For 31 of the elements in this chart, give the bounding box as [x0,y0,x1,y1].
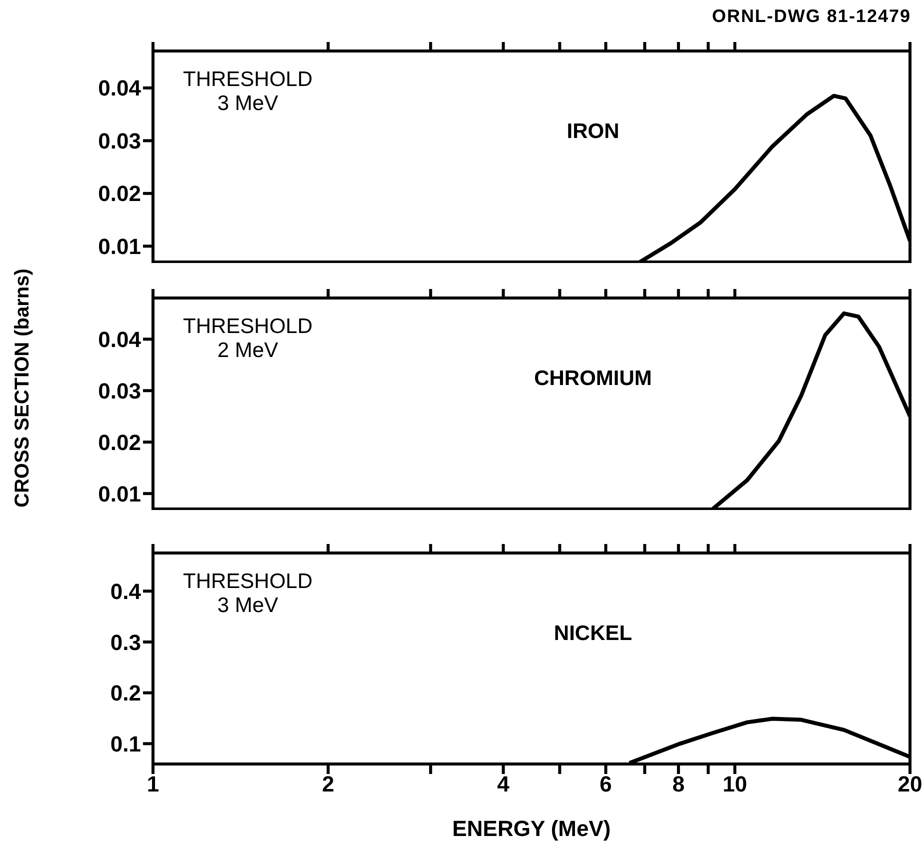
annotation: IRON [566,120,620,144]
annotation: CHROMIUM [533,367,653,391]
y-tick-label: 0.02 [98,181,141,206]
x-tick-label: 6 [600,772,612,797]
y-tick-label: 0.03 [98,378,141,404]
y-tick-label: 0.04 [98,76,142,101]
annotation: NICKEL [552,622,634,646]
y-tick-label: 0.4 [110,578,142,604]
annotation: THRESHOLD [183,68,313,92]
x-tick-label: 1 [146,772,160,797]
y-tick-label: 0.1 [110,731,141,756]
x-tick-label: 4 [497,772,510,797]
text: ORNL-DWG 81-12479 [712,6,911,27]
y-tick-label: 0.01 [98,481,141,506]
annotation: 3 MeV [216,594,280,618]
annotation: 3 MeV [216,92,280,116]
x-tick-label: 8 [672,772,685,797]
y-tick-label: 0.2 [110,680,141,706]
y-axis-title: CROSS SECTION (barns) [12,268,34,508]
x-tick-label: 10 [722,772,748,797]
annotation: THRESHOLD [183,315,313,339]
y-tick-label: 0.01 [98,234,141,259]
annotation: 2 MeV [216,339,280,363]
y-tick-label: 0.02 [98,430,141,455]
annotation: THRESHOLD [183,570,313,594]
y-tick-label: 0.3 [110,630,141,655]
x-tick-label: 2 [322,772,334,797]
y-tick-label: 0.04 [98,326,142,352]
x-axis-title: ENERGY (MeV) [452,816,611,841]
y-tick-label: 0.03 [98,128,141,154]
x-tick-label: 20 [898,772,922,797]
